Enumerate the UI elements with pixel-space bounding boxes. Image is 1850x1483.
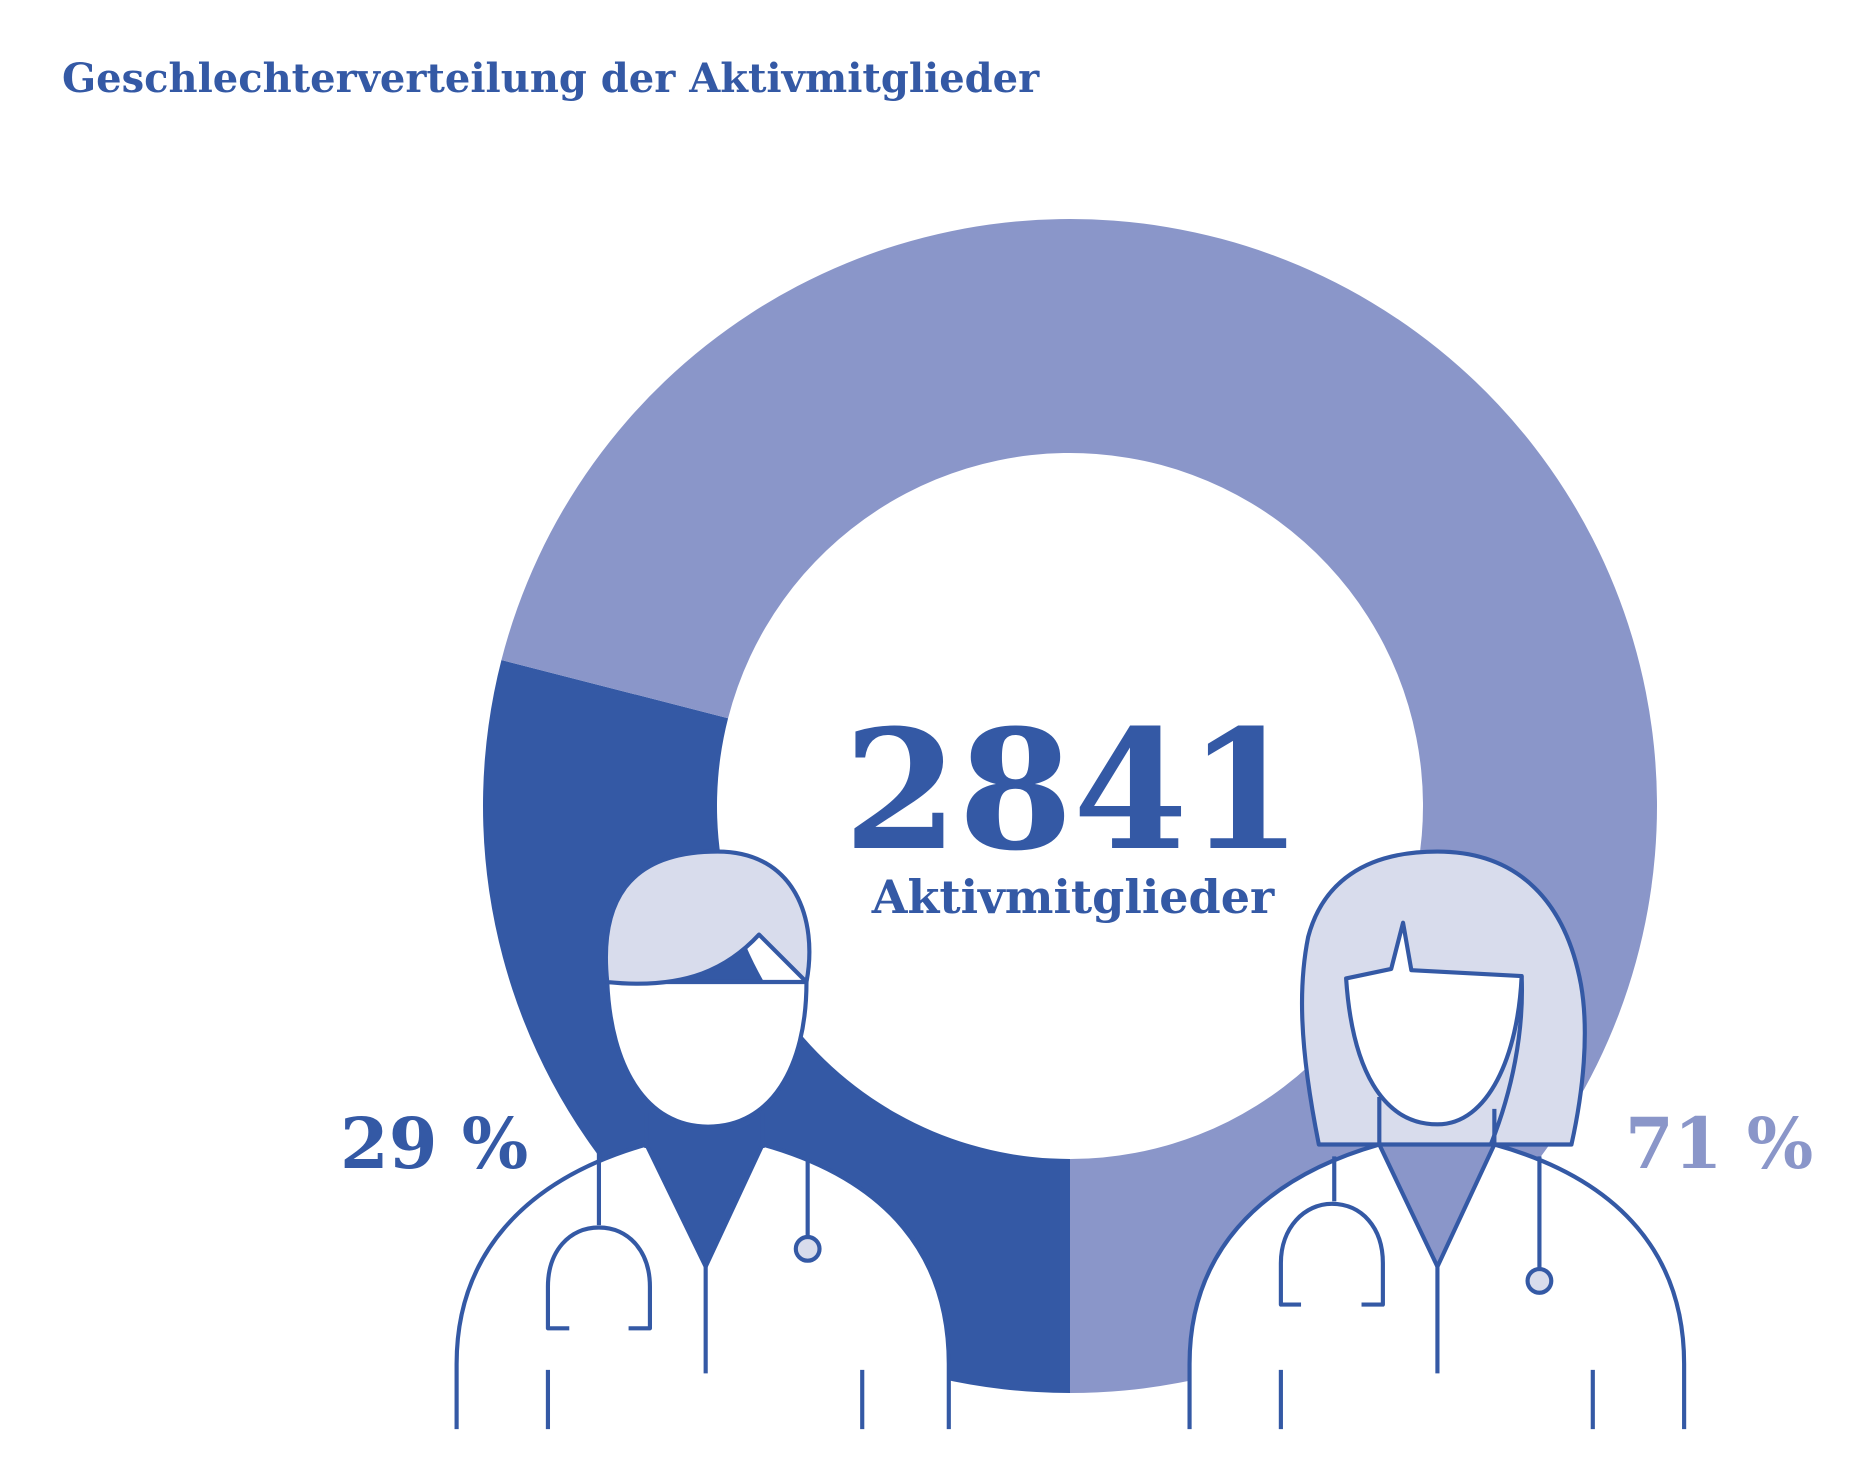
value-label: 71 % <box>1625 1102 1813 1185</box>
center-value: 2841 <box>843 693 1302 887</box>
chart-title: Geschlechterverteilung der Aktivmitglied… <box>62 55 1040 102</box>
value-label: 29 % <box>340 1102 528 1185</box>
male-doctor-icon <box>454 849 951 1430</box>
female-doctor-icon <box>1187 849 1687 1430</box>
center-label: Aktivmitglieder <box>871 870 1275 924</box>
